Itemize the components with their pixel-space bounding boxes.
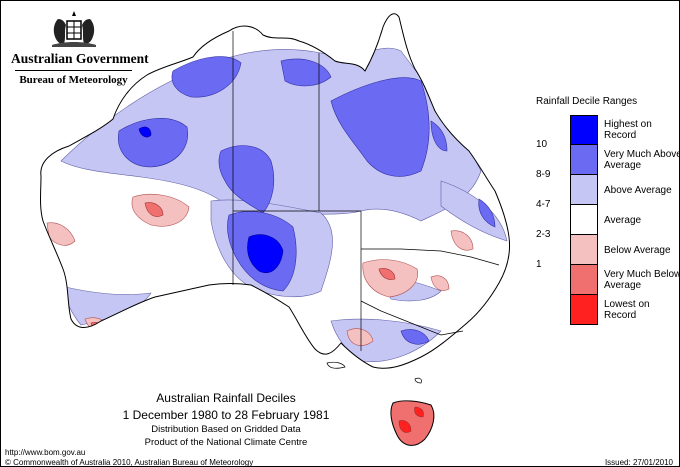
- map-title: Australian Rainfall Deciles: [156, 391, 296, 405]
- legend-item-label: Above Average: [604, 184, 672, 196]
- legend-item-swatch: [570, 295, 598, 325]
- legend-item-code: [536, 100, 564, 130]
- legend-item: 4-7 Average: [536, 199, 676, 235]
- map-titles: Australian Rainfall Deciles 1 December 1…: [96, 391, 356, 448]
- legend-item-swatch: [570, 205, 598, 235]
- map-note-1: Distribution Based on Gridded Data: [151, 424, 301, 435]
- legend-item: 8-9 Above Average: [536, 169, 676, 205]
- legend-item-label: Lowest on Record: [604, 299, 650, 321]
- legend-item-swatch: [570, 265, 598, 295]
- legend-item-code: [536, 280, 564, 310]
- legend-item-swatch: [570, 235, 598, 265]
- legend-item: 10 Very Much Above Average: [536, 139, 679, 175]
- legend-title: Rainfall Decile Ranges: [536, 96, 638, 107]
- legend-item-code: 8-9: [536, 169, 551, 180]
- legend-item: Highest on Record: [536, 115, 676, 145]
- legend-item-code: 2-3: [536, 229, 551, 240]
- legend: Highest on Record 10 Very Much Above Avera…: [536, 115, 679, 325]
- legend-item-label: Average: [604, 214, 642, 226]
- website-link[interactable]: http://www.bom.gov.au: [5, 448, 86, 457]
- legend-item: 1 Very Much Below Average: [536, 259, 679, 295]
- legend-item-swatch: [570, 175, 598, 205]
- logo-divider: [15, 70, 132, 71]
- legend-item-label: Below Average: [604, 244, 671, 256]
- legend-item-code: 1: [536, 259, 542, 270]
- government-name: Australian Government: [11, 51, 149, 66]
- copyright-text: © Commonwealth of Australia 2010, Austra…: [5, 458, 254, 467]
- bureau-name: Bureau of Meteorology: [19, 74, 128, 86]
- map-note-2: Product of the National Climate Centre: [144, 437, 308, 448]
- legend-item: 2-3 Below Average: [536, 229, 676, 265]
- legend-item-label: Very Much Above Average: [604, 149, 680, 171]
- tasmania: [390, 400, 435, 446]
- issued-date: Issued: 27/01/2010: [604, 458, 673, 467]
- legend-item-code: 4-7: [536, 199, 551, 210]
- legend-item-swatch: [570, 145, 598, 175]
- legend-item-label: Highest on Record: [604, 119, 652, 141]
- map-period: 1 December 1980 to 28 February 1981: [122, 408, 330, 422]
- legend-item-label: Very Much Below Average: [604, 269, 680, 291]
- legend-item-code: 10: [536, 139, 548, 150]
- legend-item-swatch: [570, 115, 598, 145]
- legend-item: Lowest on Record: [536, 295, 676, 325]
- coat-of-arms-icon: [51, 11, 96, 47]
- government-logo: Australian Government Bureau of Meteorol…: [11, 9, 149, 86]
